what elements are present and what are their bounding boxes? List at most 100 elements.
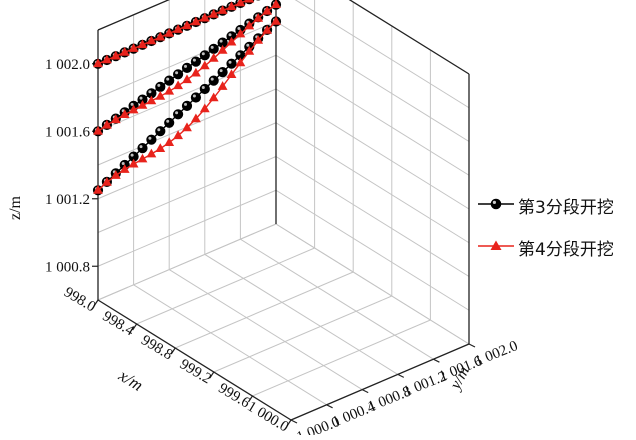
tick-mark	[433, 358, 440, 363]
grid-line	[275, 21, 470, 142]
data-point	[208, 43, 219, 55]
legend-label-series-2: 第4分段开挖	[518, 240, 614, 260]
z-tick-label: 1 002.0	[45, 57, 90, 73]
tick-mark	[247, 395, 253, 403]
grid-line	[97, 223, 277, 301]
tick-mark	[468, 343, 476, 348]
tick-mark	[170, 347, 176, 355]
data-point-highlight	[210, 45, 214, 49]
data-point	[93, 125, 103, 135]
grid-line	[294, 0, 470, 109]
data-point	[110, 170, 121, 179]
data-point-highlight	[201, 86, 205, 89]
data-point-highlight	[228, 60, 232, 64]
data-point	[190, 92, 201, 103]
data-point-highlight	[192, 94, 196, 98]
tick-mark	[209, 371, 215, 379]
data-point	[226, 69, 237, 78]
data-point	[128, 43, 139, 52]
data-point	[235, 57, 246, 67]
data-point	[181, 100, 193, 112]
grid-line	[204, 253, 399, 375]
data-point	[191, 113, 201, 123]
data-point-highlight	[237, 27, 241, 30]
data-point	[191, 16, 201, 26]
series-2	[93, 0, 281, 194]
data-point-highlight	[121, 162, 125, 165]
data-point	[146, 134, 157, 145]
data-point	[173, 69, 184, 80]
tick-mark	[326, 404, 333, 409]
grid-line	[97, 189, 277, 267]
grid-line	[275, 156, 470, 277]
data-point	[110, 50, 121, 60]
data-point-highlight	[130, 102, 134, 106]
data-point	[217, 5, 228, 14]
data-point	[262, 25, 272, 34]
data-point	[119, 109, 130, 118]
z-axis-label: z/m	[7, 195, 24, 220]
data-point	[244, 0, 255, 3]
data-point	[93, 58, 103, 68]
data-point	[262, 5, 272, 15]
data-point-highlight	[148, 136, 152, 140]
data-point	[199, 103, 210, 113]
data-point	[102, 54, 112, 64]
grid-line	[275, 88, 470, 210]
data-series	[92, 0, 282, 196]
x-axis-label: x/m	[115, 365, 147, 395]
data-point-highlight	[192, 58, 196, 62]
data-point	[208, 92, 219, 102]
data-point	[253, 13, 264, 22]
grid-line	[275, 189, 470, 311]
data-point	[199, 12, 210, 22]
data-point-highlight	[246, 43, 250, 47]
data-point	[164, 28, 175, 37]
data-point	[226, 1, 237, 11]
grid-line	[97, 54, 277, 132]
data-point	[182, 122, 192, 132]
grid-line	[213, 295, 392, 373]
data-point-highlight	[166, 119, 170, 123]
data-point	[164, 137, 175, 146]
data-point-highlight	[184, 64, 187, 68]
frame-edge	[348, 0, 470, 75]
data-point	[164, 117, 175, 128]
legend-label-series-1: 第3分段开挖	[518, 198, 614, 218]
data-point	[173, 130, 183, 140]
data-point	[217, 67, 228, 78]
data-point	[155, 143, 166, 152]
data-point-highlight	[201, 52, 205, 56]
data-point-highlight	[139, 96, 143, 100]
data-point	[244, 20, 255, 30]
data-point	[146, 148, 157, 158]
grid-line	[168, 269, 363, 391]
data-point-highlight	[130, 153, 134, 157]
grid-line	[275, 54, 470, 176]
data-point	[253, 35, 264, 44]
axis-frame	[97, 0, 470, 421]
data-point-highlight	[175, 71, 179, 75]
z-tick-label: 1 001.2	[45, 192, 90, 208]
data-point	[102, 177, 112, 186]
z-tick-label: 1 000.8	[45, 259, 90, 275]
data-point	[244, 45, 255, 55]
data-point-highlight	[148, 90, 152, 94]
data-point	[226, 58, 237, 69]
data-point	[235, 28, 246, 38]
data-point	[128, 158, 139, 168]
data-point-highlight	[139, 145, 143, 149]
data-point	[191, 67, 201, 77]
data-point	[137, 39, 148, 49]
legend-item-series-1: 第3分段开挖	[474, 190, 634, 218]
data-point	[173, 109, 184, 120]
grid-line	[252, 319, 431, 397]
data-point	[102, 119, 112, 129]
frame-edge	[97, 0, 170, 31]
data-point-highlight	[219, 69, 223, 73]
z-tick-label: 1 001.6	[45, 124, 91, 140]
data-point-highlight	[219, 39, 223, 43]
data-point-highlight	[166, 77, 170, 81]
data-point	[208, 52, 219, 62]
